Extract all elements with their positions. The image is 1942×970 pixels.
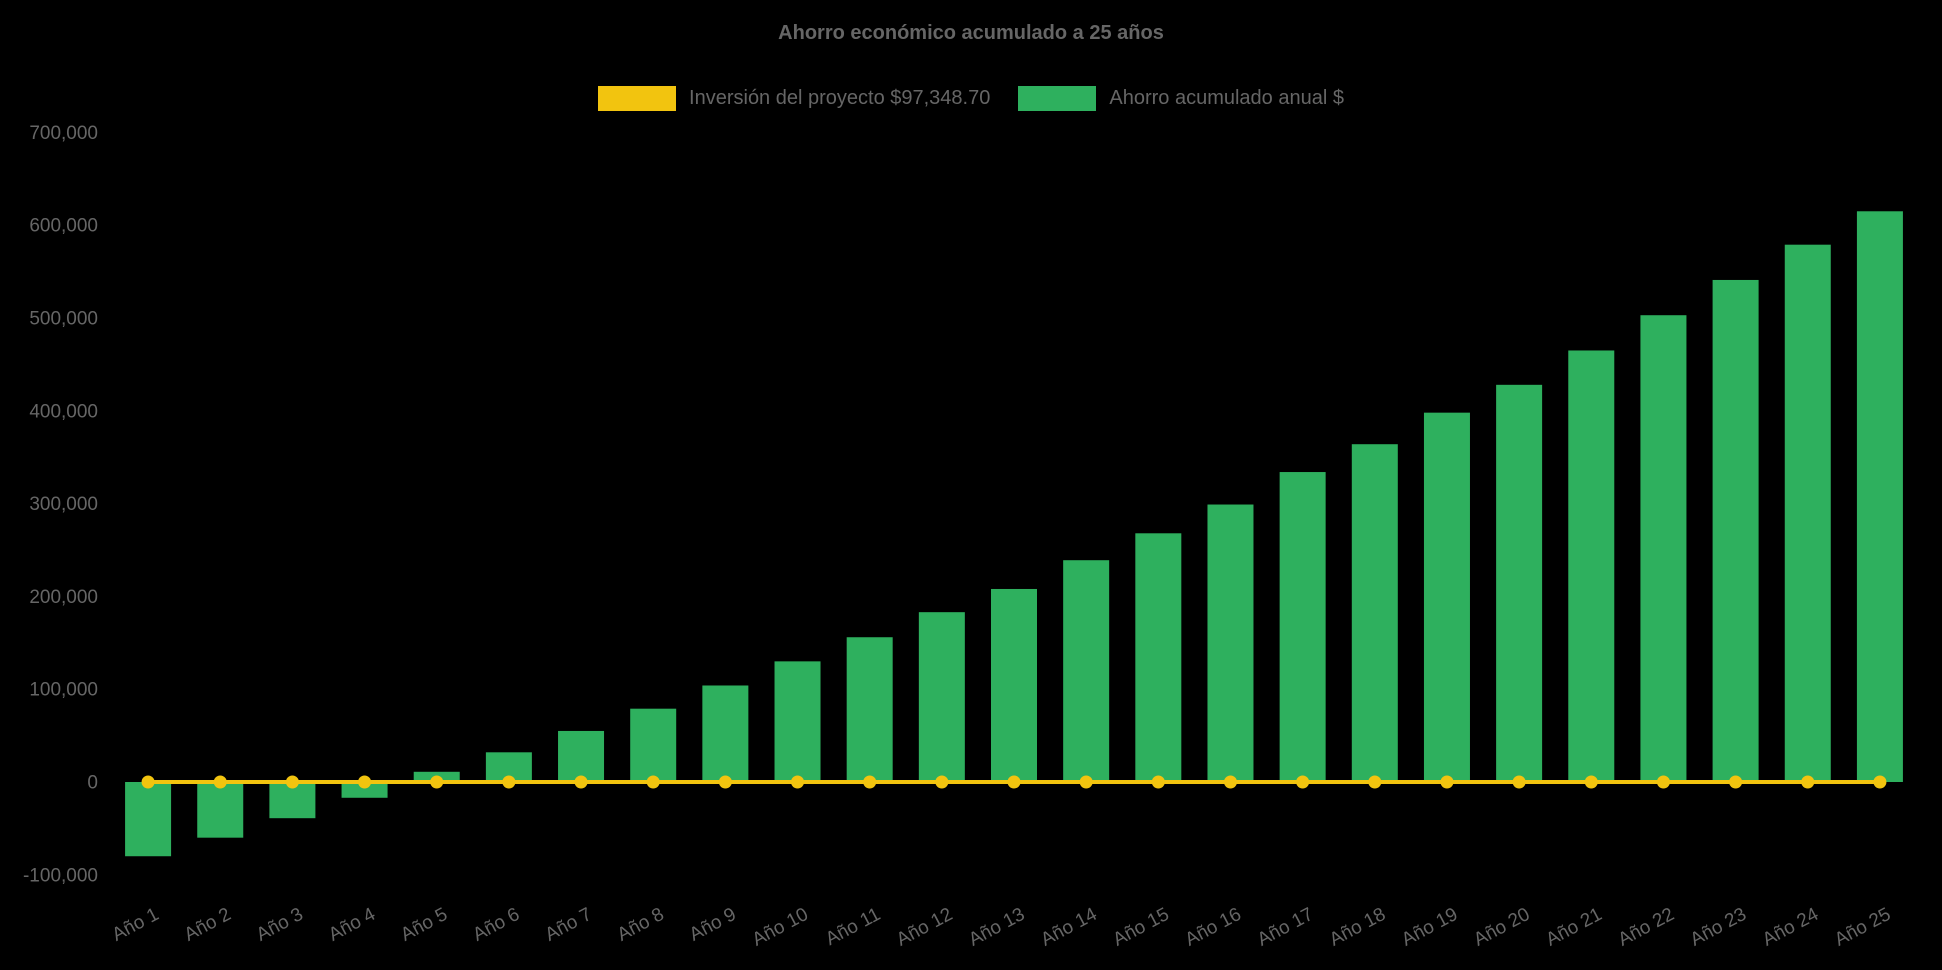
savings-bar [1351,444,1398,782]
x-axis-tick-label: Año 1 [109,904,163,946]
legend-item-investment[interactable]: Inversión del proyecto $97,348.70 [598,86,990,111]
investment-point [646,775,660,789]
savings-bar [1207,504,1254,782]
investment-point [430,775,444,789]
investment-point [1151,775,1165,789]
legend-swatch-investment-icon [598,86,677,111]
savings-bar [630,708,677,782]
x-axis-tick-label: Año 21 [1543,904,1606,951]
investment-point [1368,775,1382,789]
investment-point [358,775,372,789]
x-axis-tick-label: Año 14 [1037,904,1100,951]
y-axis-tick-label: 200,000 [29,587,98,608]
savings-bar [1568,350,1615,782]
chart-title: Ahorro económico acumulado a 25 años [778,22,1164,44]
x-axis-tick-label: Año 8 [614,904,668,946]
y-axis-tick-label: 700,000 [29,123,98,144]
legend-label-savings: Ahorro acumulado anual $ [1109,87,1344,109]
x-axis-tick-label: Año 24 [1759,904,1822,951]
investment-point [213,775,227,789]
savings-bar [125,782,172,857]
savings-bar [1279,472,1326,782]
x-axis-tick-label: Año 20 [1470,904,1533,951]
investment-point [1729,775,1743,789]
investment-point [1007,775,1021,789]
x-axis-tick-label: Año 11 [822,904,884,950]
x-axis-tick-label: Año 9 [686,904,740,946]
savings-bar [197,782,244,838]
savings-bar [1856,211,1903,782]
y-axis-tick-label: 500,000 [29,309,98,330]
savings-bar [1135,533,1182,782]
y-axis-tick-label: -100,000 [23,865,98,886]
savings-bar [341,782,388,798]
x-axis-tick-label: Año 6 [470,904,524,946]
investment-point [791,775,805,789]
investment-point [1440,775,1454,789]
investment-point [718,775,732,789]
x-axis-tick-label: Año 7 [542,904,596,946]
y-axis-tick-label: 100,000 [29,680,98,701]
x-axis-tick-label: Año 16 [1182,904,1245,951]
y-axis-tick-label: 400,000 [29,401,98,422]
savings-bar [1423,412,1470,782]
y-axis-tick-label: 300,000 [29,494,98,515]
x-axis-tick-label: Año 19 [1398,904,1461,951]
x-axis-tick-label: Año 12 [893,904,956,951]
savings-bar [1640,315,1687,782]
x-axis-tick-label: Año 18 [1326,904,1389,951]
legend-label-investment: Inversión del proyecto $97,348.70 [689,87,991,109]
investment-point [1512,775,1526,789]
savings-bar [846,637,893,782]
x-axis-tick-label: Año 2 [181,904,235,946]
investment-point [1584,775,1598,789]
investment-point [1296,775,1310,789]
savings-bar [774,661,821,782]
legend-swatch-savings-icon [1018,86,1097,111]
y-axis-tick-label: 0 [87,773,98,794]
investment-point [863,775,877,789]
x-axis-tick-label: Año 5 [397,904,451,946]
savings-bar [991,588,1037,782]
investment-point [285,775,299,789]
investment-point [141,775,155,789]
savings-bar [1784,244,1831,783]
investment-point [1873,775,1887,789]
chart-legend: Inversión del proyecto $97,348.70 Ahorro… [0,86,1942,111]
x-axis-tick-label: Año 4 [325,904,379,946]
investment-point [1223,775,1237,789]
savings-bar [1063,560,1110,782]
x-axis-tick-label: Año 3 [253,904,307,946]
x-axis-tick-label: Año 13 [965,904,1028,951]
investment-point [935,775,949,789]
y-axis-tick-label: 600,000 [29,216,98,237]
x-axis-tick-label: Año 25 [1831,904,1894,951]
investment-point [502,775,516,789]
x-axis-tick-label: Año 10 [749,904,812,951]
x-axis-tick-label: Año 22 [1615,904,1678,951]
x-axis-tick-label: Año 17 [1254,904,1317,951]
x-axis-tick-label: Año 23 [1687,904,1750,951]
savings-bar [558,730,605,782]
investment-point [1801,775,1815,789]
savings-bar [702,685,749,782]
x-axis-tick-label: Año 15 [1110,904,1173,951]
investment-point [1656,775,1670,789]
savings-bar [1496,384,1543,782]
investment-point [574,775,588,789]
savings-bar [1712,279,1759,782]
investment-point [1079,775,1093,789]
savings-bar [918,612,965,782]
legend-item-savings[interactable]: Ahorro acumulado anual $ [1018,86,1344,111]
